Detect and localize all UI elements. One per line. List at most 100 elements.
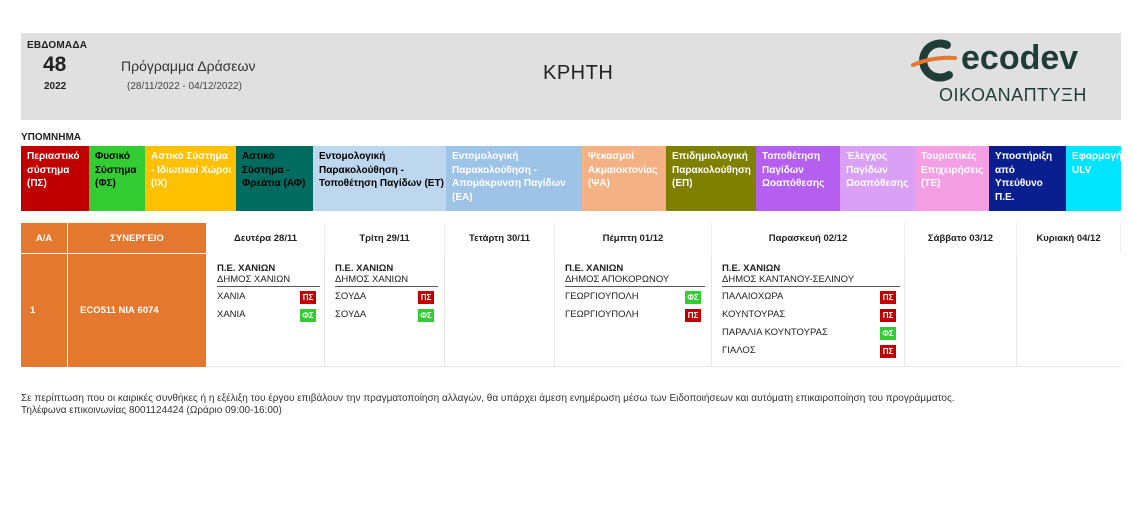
legend-item-fs: Φυσικό Σύστημα (ΦΣ) [89,146,145,211]
footer-note: Σε περίπτωση που οι καιρικές συνθήκες ή … [21,393,955,417]
system-code-badge: ΦΣ [300,309,316,322]
legend-item-label: Ψεκασμοί Ακμαιοκτονίας (ΨΑ) [588,151,658,189]
location-entry: ΧΑΝΙΑ ΦΣ [217,308,320,326]
legend-item-af: Αστικό Σύστημα - Φρεάτια (ΑΦ) [236,146,313,211]
legend-item-ulv: Εφαρμογή ULV [1066,146,1121,211]
system-code-badge: ΦΣ [685,291,701,304]
legend-item-trap-check: Έλεγχος Παγίδων Ωοαπόθεσης [840,146,915,211]
schedule-block: Π.Ε. ΧΑΝΙΩΝ ΔΗΜΟΣ ΑΠΟΚΟΡΩΝΟΥ ΓΕΩΡΓΙΟΥΠΟΛΗ Φ… [565,263,705,326]
header-day: Σάββατο 03/12 [905,223,1017,253]
program-title: Πρόγραμμα Δράσεων [121,58,256,74]
legend-item-label: Αστικό Σύστημα - Φρεάτια (ΑΦ) [242,151,306,189]
system-code-badge: ΠΣ [418,291,434,304]
program-date-range: (28/11/2022 - 04/12/2022) [127,81,242,92]
row-crew-label: ECO511 ΝΙΑ 6074 [80,305,159,316]
system-code-badge: ΠΣ [685,309,701,322]
regional-unit: Π.Ε. ΧΑΝΙΩΝ [565,263,624,274]
location-name: ΠΑΛΑΙΟΧΩΡΑ [722,291,784,302]
day-cell-thursday: Π.Ε. ΧΑΝΙΩΝ ΔΗΜΟΣ ΑΠΟΚΟΡΩΝΟΥ ΓΕΩΡΓΙΟΥΠΟΛΗ Φ… [555,254,712,367]
legend-item-label: Εφαρμογή ULV [1072,151,1121,176]
location-name: ΓΕΩΡΓΙΟΥΠΟΛΗ [565,309,639,320]
location-name: ΣΟΥΔΑ [335,309,367,320]
week-label: ΕΒΔΟΜΑΔΑ [27,40,88,51]
logo-text: ecodev [961,39,1079,77]
location-name: ΣΟΥΔΑ [335,291,367,302]
legend-item-ep: Επιδημιολογική Παρακολούθηση (ΕΠ) [666,146,756,211]
day-cell-sunday [1017,254,1121,367]
ecodev-logo: ecodev ΟΙΚΟΑΝΑΠΤΥΞΗ [909,39,1109,109]
regional-unit: Π.Ε. ΧΑΝΙΩΝ [722,263,781,274]
system-code-badge: ΠΣ [300,291,316,304]
municipality: ΔΗΜΟΣ ΚΑΝΤΑΝΟΥ-ΣΕΛΙΝΟΥ [722,274,900,287]
location-name: ΓΙΑΛΟΣ [722,345,756,356]
header-day: Δευτέρα 28/11 [207,223,325,253]
location-entry: ΚΟΥΝΤΟΥΡΑΣ ΠΣ [722,308,900,326]
location-name: ΓΕΩΡΓΙΟΥΠΟΛΗ [565,291,639,302]
legend-item-te: Τουριστικές Επιχειρήσεις (ΤΕ) [915,146,989,211]
location-entry: ΧΑΝΙΑ ΠΣ [217,290,320,308]
row-index: 1 [21,254,68,367]
legend-item-et: Εντομολογική Παρακολούθηση - Τοποθέτηση … [313,146,446,211]
day-cell-tuesday: Π.Ε. ΧΑΝΙΩΝ ΔΗΜΟΣ ΧΑΝΙΩΝ ΣΟΥΔΑ ΠΣ ΣΟΥΔΑ ΦΣ [325,254,445,367]
location-entry: ΓΕΩΡΓΙΟΥΠΟΛΗ ΠΣ [565,308,705,326]
legend-item-ea: Εντομολογική Παρακολούθηση - Απομάκρυνση… [446,146,582,211]
legend-title: ΥΠΟΜΝΗΜΑ [21,132,81,143]
system-code-badge: ΠΣ [880,291,896,304]
schedule-block: Π.Ε. ΧΑΝΙΩΝ ΔΗΜΟΣ ΚΑΝΤΑΝΟΥ-ΣΕΛΙΝΟΥ ΠΑΛΑΙΟΧ… [722,263,900,362]
legend-item-label: Υποστήριξη από Υπεύθυνο Π.Ε. [995,151,1053,203]
location-entry: ΓΙΑΛΟΣ ΠΣ [722,344,900,362]
row-index-label: 1 [30,305,36,316]
ecodev-logo-mark-icon [911,39,957,82]
footer-line-1: Σε περίπτωση που οι καιρικές συνθήκες ή … [21,393,955,404]
schedule-block: Π.Ε. ΧΑΝΙΩΝ ΔΗΜΟΣ ΧΑΝΙΩΝ ΧΑΝΙΑ ΠΣ ΧΑΝΙΑ ΦΣ [217,263,320,326]
legend-item-ix: Αστικό Σύστημα - Ιδιωτικοί Χώροι (ΙΧ) [145,146,236,211]
legend: Περιαστικό σύστημα (ΠΣ) Φυσικό Σύστημα (… [21,146,1121,211]
legend-item-label: Έλεγχος Παγίδων Ωοαπόθεσης [846,151,909,189]
logo-subtitle: ΟΙΚΟΑΝΑΠΤΥΞΗ [939,85,1087,105]
legend-item-label: Εντομολογική Παρακολούθηση - Απομάκρυνση… [452,151,566,203]
system-code-badge: ΦΣ [418,309,434,322]
location-name: ΧΑΝΙΑ [217,291,246,302]
week-number: 48 [43,53,67,76]
location-name: ΧΑΝΙΑ [217,309,246,320]
day-cell-friday: Π.Ε. ΧΑΝΙΩΝ ΔΗΜΟΣ ΚΑΝΤΑΝΟΥ-ΣΕΛΙΝΟΥ ΠΑΛΑΙΟΧ… [712,254,905,367]
location-entry: ΠΑΛΑΙΟΧΩΡΑ ΠΣ [722,290,900,308]
location-entry: ΣΟΥΔΑ ΦΣ [335,308,438,326]
location-entry: ΓΕΩΡΓΙΟΥΠΟΛΗ ΦΣ [565,290,705,308]
legend-item-label: Τουριστικές Επιχειρήσεις (ΤΕ) [921,151,984,189]
legend-item-label: Εντομολογική Παρακολούθηση - Τοποθέτηση … [319,151,444,189]
legend-item-psa: Ψεκασμοί Ακμαιοκτονίας (ΨΑ) [582,146,666,211]
municipality: ΔΗΜΟΣ ΧΑΝΙΩΝ [217,274,320,287]
legend-item-label: Φυσικό Σύστημα (ΦΣ) [95,151,137,189]
table-row: 1 ECO511 ΝΙΑ 6074 Π.Ε. ΧΑΝΙΩΝ ΔΗΜΟΣ ΧΑΝΙΩ… [21,254,1121,367]
day-cell-saturday [905,254,1017,367]
header-index: Α/Α [21,223,68,253]
day-cell-wednesday [445,254,555,367]
legend-item-label: Τοποθέτηση Παγίδων Ωοαπόθεσης [762,151,825,189]
header-day: Τρίτη 29/11 [325,223,445,253]
header-day: Τετάρτη 30/11 [445,223,555,253]
municipality: ΔΗΜΟΣ ΧΑΝΙΩΝ [335,274,438,287]
row-crew: ECO511 ΝΙΑ 6074 [68,254,207,367]
day-cell-monday: Π.Ε. ΧΑΝΙΩΝ ΔΗΜΟΣ ΧΑΝΙΩΝ ΧΑΝΙΑ ΠΣ ΧΑΝΙΑ ΦΣ [207,254,325,367]
location-name: ΚΟΥΝΤΟΥΡΑΣ [722,309,786,320]
schedule-block: Π.Ε. ΧΑΝΙΩΝ ΔΗΜΟΣ ΧΑΝΙΩΝ ΣΟΥΔΑ ΠΣ ΣΟΥΔΑ ΦΣ [335,263,438,326]
header-day: Πέμπτη 01/12 [555,223,712,253]
header-crew: ΣΥΝΕΡΓΕΙΟ [68,223,207,253]
header-bar: ΕΒΔΟΜΑΔΑ 48 2022 Πρόγραμμα Δράσεων (28/1… [21,33,1121,120]
legend-item-label: Αστικό Σύστημα - Ιδιωτικοί Χώροι (ΙΧ) [151,151,232,189]
system-code-badge: ΠΣ [880,309,896,322]
municipality: ΔΗΜΟΣ ΑΠΟΚΟΡΩΝΟΥ [565,274,705,287]
legend-item-support: Υποστήριξη από Υπεύθυνο Π.Ε. [989,146,1066,211]
system-code-badge: ΠΣ [880,345,896,358]
regional-unit: Π.Ε. ΧΑΝΙΩΝ [217,263,276,274]
legend-item-trap-placement: Τοποθέτηση Παγίδων Ωοαπόθεσης [756,146,840,211]
header-day: Παρασκευή 02/12 [712,223,905,253]
location-name: ΠΑΡΑΛΙΑ ΚΟΥΝΤΟΥΡΑΣ [722,327,828,338]
legend-item-ps: Περιαστικό σύστημα (ΠΣ) [21,146,89,211]
header-day: Κυριακή 04/12 [1017,223,1121,253]
legend-item-label: Περιαστικό σύστημα (ΠΣ) [27,151,80,189]
regional-unit: Π.Ε. ΧΑΝΙΩΝ [335,263,394,274]
location-entry: ΠΑΡΑΛΙΑ ΚΟΥΝΤΟΥΡΑΣ ΦΣ [722,326,900,344]
legend-item-label: Επιδημιολογική Παρακολούθηση (ΕΠ) [672,151,751,189]
